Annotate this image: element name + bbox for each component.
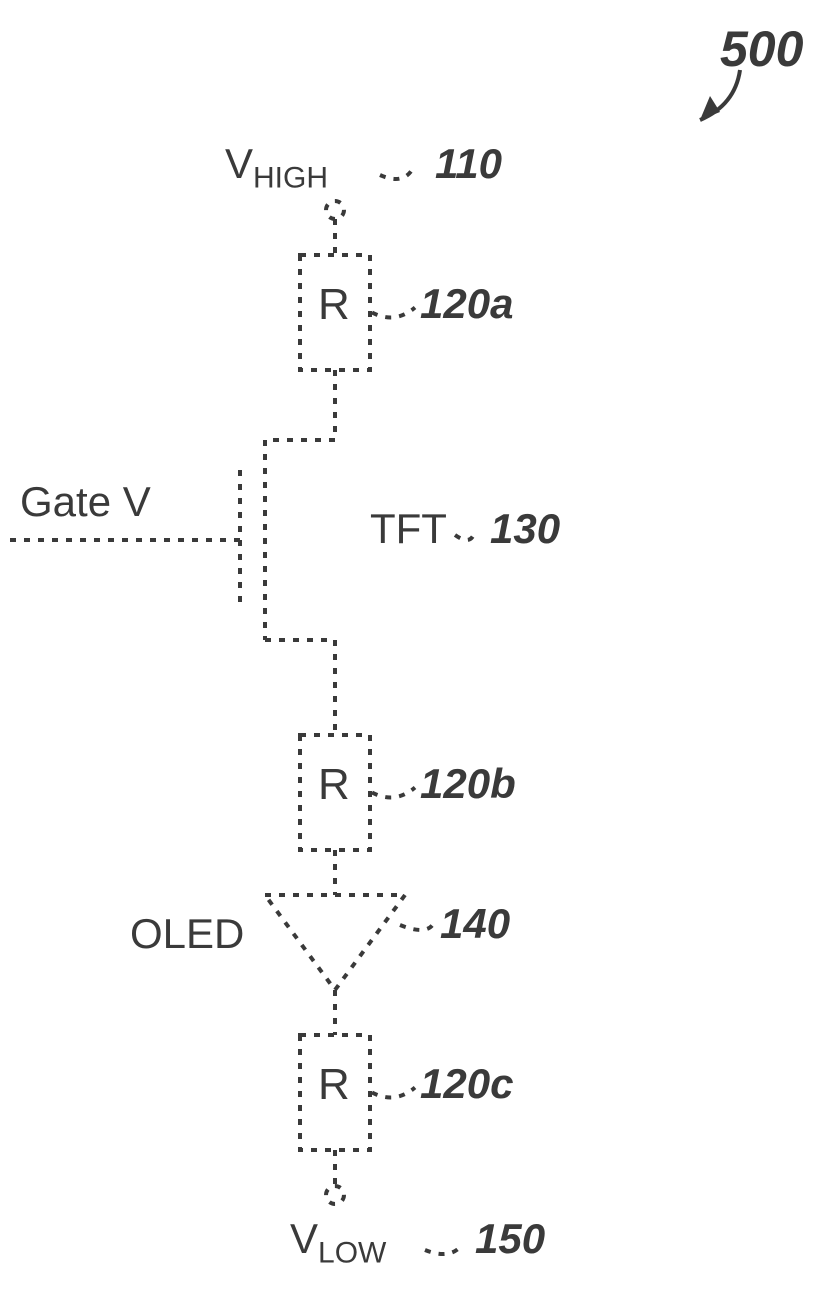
vhigh-label: VHIGH (225, 140, 328, 195)
oled-label: OLED (130, 910, 244, 958)
gate-v-label: Gate V (20, 478, 151, 526)
r1-letter: R (318, 280, 350, 330)
figure-ref-label: 500 (720, 20, 803, 78)
tft-ref: 130 (490, 505, 560, 553)
oled-ref: 140 (440, 900, 510, 948)
r2-letter: R (318, 760, 350, 810)
r1-ref: 120a (420, 280, 513, 328)
r2-ref: 120b (420, 760, 516, 808)
r3-letter: R (318, 1060, 350, 1110)
vlow-label: VLOW (290, 1215, 386, 1270)
r3-ref: 120c (420, 1060, 513, 1108)
vhigh-ref: 110 (435, 140, 502, 188)
vlow-ref: 150 (475, 1215, 545, 1263)
tft-label: TFT (370, 505, 447, 553)
